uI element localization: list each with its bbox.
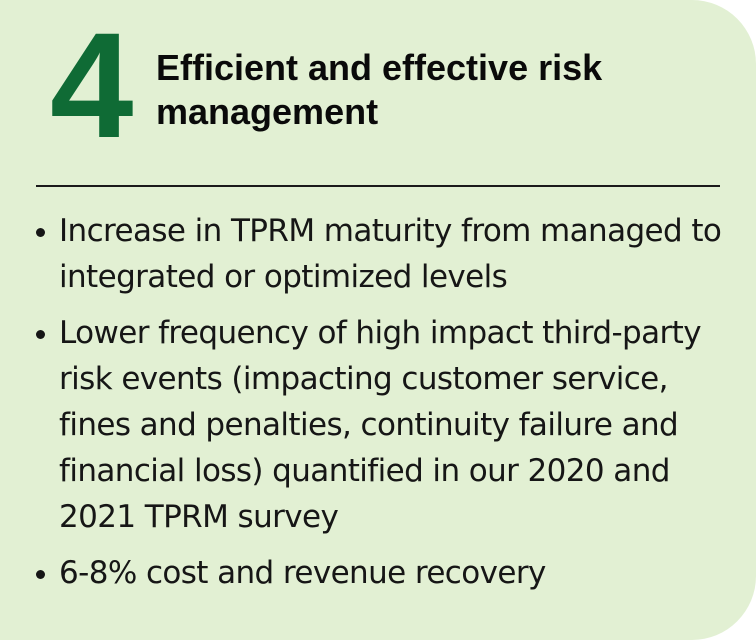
section-number: 4 <box>50 1 133 169</box>
list-item: Lower frequency of high impact third-par… <box>36 310 736 540</box>
bullet-text: 6-8% cost and revenue recovery <box>59 555 546 591</box>
list-item: Increase in TPRM maturity from managed t… <box>36 208 736 300</box>
bullet-icon <box>36 228 45 237</box>
bullet-text: Lower frequency of high impact third-par… <box>59 315 702 535</box>
bullet-icon <box>36 330 45 339</box>
bullet-list: Increase in TPRM maturity from managed t… <box>36 208 736 606</box>
divider <box>36 185 720 187</box>
bullet-icon <box>36 570 45 579</box>
bullet-text: Increase in TPRM maturity from managed t… <box>59 213 722 295</box>
list-item: 6-8% cost and revenue recovery <box>36 550 736 596</box>
card-title: Efficient and effective risk management <box>156 47 603 132</box>
